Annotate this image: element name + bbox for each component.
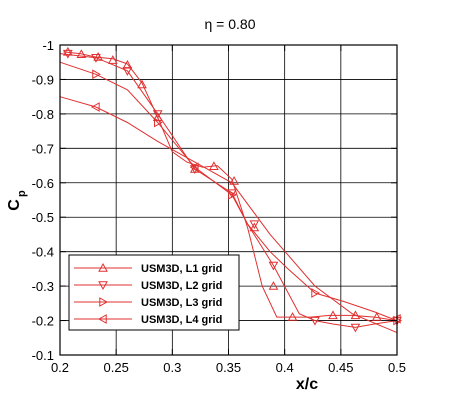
series-1-marker bbox=[350, 310, 361, 320]
series-3-marker bbox=[311, 288, 321, 298]
series-2-marker bbox=[310, 316, 320, 326]
series-3-marker bbox=[92, 69, 101, 80]
y-tick-label: -0.5 bbox=[32, 210, 54, 225]
series-3 bbox=[59, 61, 403, 326]
series-1-marker bbox=[328, 310, 338, 320]
series-1-marker bbox=[268, 281, 279, 290]
x-tick-label: 0.2 bbox=[51, 360, 69, 375]
series-2-marker bbox=[122, 67, 133, 76]
series-group bbox=[59, 46, 403, 334]
x-tick-label: 0.5 bbox=[388, 360, 406, 375]
y-tick-label: -1 bbox=[42, 38, 54, 53]
y-tick-label: -0.4 bbox=[32, 245, 54, 260]
legend-label-4: USM3D, L4 grid bbox=[141, 314, 222, 326]
series-line-2 bbox=[59, 53, 398, 328]
axes bbox=[59, 44, 398, 356]
y-tick-label: -0.2 bbox=[32, 314, 54, 329]
legend-marker-2 bbox=[98, 281, 108, 291]
series-1-marker bbox=[63, 46, 73, 56]
series-1-marker bbox=[371, 312, 382, 321]
chart-title: η = 0.80 bbox=[205, 16, 256, 32]
legend: USM3D, L1 grid USM3D, L2 grid USM3D, L3 gr… bbox=[68, 254, 240, 331]
series-1-marker bbox=[107, 55, 118, 64]
series-line-3 bbox=[59, 61, 398, 322]
series-1-marker bbox=[122, 59, 133, 69]
legend-marker-1 bbox=[98, 262, 108, 272]
series-line-1 bbox=[63, 51, 398, 322]
legend-label-2: USM3D, L2 grid bbox=[141, 280, 222, 292]
y-tick-label: -0.6 bbox=[32, 176, 54, 191]
series-1-marker bbox=[93, 52, 104, 61]
y-tick-label: -0.8 bbox=[32, 107, 54, 122]
series-1-marker bbox=[229, 176, 239, 185]
series-3-marker bbox=[154, 117, 163, 128]
y-tick-label: -0.3 bbox=[32, 279, 54, 294]
series-line-4 bbox=[59, 96, 398, 334]
x-tick-label: 0.25 bbox=[104, 360, 129, 375]
y-axis-label-subscript: p bbox=[16, 190, 28, 197]
x-tick-label: 0.45 bbox=[328, 360, 353, 375]
legend-label-3: USM3D, L3 grid bbox=[141, 297, 222, 309]
series-3-marker bbox=[228, 189, 237, 200]
series-2-marker bbox=[63, 49, 73, 59]
series-2-marker bbox=[268, 261, 279, 271]
series-4 bbox=[59, 96, 401, 334]
series-1-marker bbox=[137, 79, 147, 89]
series-2-marker bbox=[91, 54, 101, 63]
series-2-marker bbox=[152, 110, 163, 119]
series-1-marker bbox=[287, 312, 298, 321]
series-2-marker bbox=[249, 220, 260, 230]
series-1-marker bbox=[249, 222, 260, 232]
tick-labels: 0.2 0.25 0.3 0.35 0.4 0.45 0.5 -1 -0.9 -0.8 -0.7 -0… bbox=[32, 38, 406, 375]
series-2-marker bbox=[350, 323, 361, 333]
y-tick-label: -0.1 bbox=[32, 348, 54, 363]
y-tick-label: -0.7 bbox=[32, 141, 54, 156]
series-4-marker bbox=[90, 102, 100, 112]
y-tick-label: -0.9 bbox=[32, 72, 54, 87]
y-axis-label: C bbox=[6, 199, 23, 211]
series-1-marker bbox=[209, 161, 219, 170]
x-axis-label: x/c bbox=[296, 376, 318, 393]
y-axis-label-group: C p bbox=[6, 190, 28, 211]
x-tick-label: 0.4 bbox=[276, 360, 294, 375]
legend-label-1: USM3D, L1 grid bbox=[141, 263, 222, 275]
x-tick-label: 0.3 bbox=[163, 360, 181, 375]
series-1-marker bbox=[76, 49, 87, 58]
series-4-marker bbox=[189, 162, 199, 173]
x-tick-label: 0.35 bbox=[216, 360, 241, 375]
legend-marker-4 bbox=[97, 314, 107, 324]
legend-marker-3 bbox=[99, 297, 109, 307]
